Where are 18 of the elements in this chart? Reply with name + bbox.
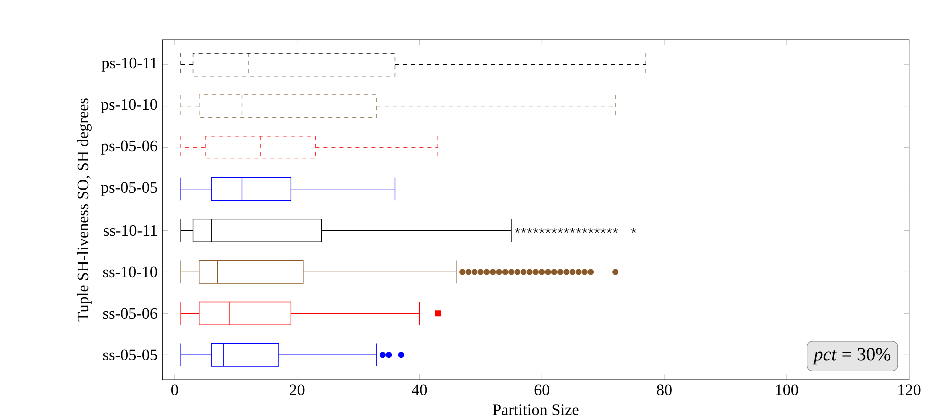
annotation: pct = 30% (812, 348, 891, 365)
x-tick-label: 0 (172, 384, 178, 396)
y-tick-label: ps-05-05 (101, 182, 158, 196)
x-tick-label: 60 (534, 384, 550, 396)
x-tick-label: 120 (898, 384, 921, 396)
x-tick-label: 100 (776, 384, 798, 396)
x-axis-title: Partition Size (493, 404, 579, 416)
y-tick-label: ss-05-06 (103, 308, 158, 320)
x-tick-label: 40 (412, 384, 428, 396)
y-tick-label: ss-10-11 (104, 225, 158, 236)
y-tick-label: ps-10-11 (102, 58, 158, 72)
x-tick-label: 80 (657, 384, 672, 396)
y-tick-label: ss-05-05 (103, 350, 158, 361)
y-tick-label: ps-05-06 (101, 140, 158, 155)
y-axis-title: Tuple SH-liveness SO, SH degrees (77, 98, 92, 322)
y-tick-label: ps-10-10 (101, 99, 158, 114)
x-tick-label: 20 (290, 384, 305, 396)
y-tick-label: ss-10-10 (103, 266, 158, 278)
